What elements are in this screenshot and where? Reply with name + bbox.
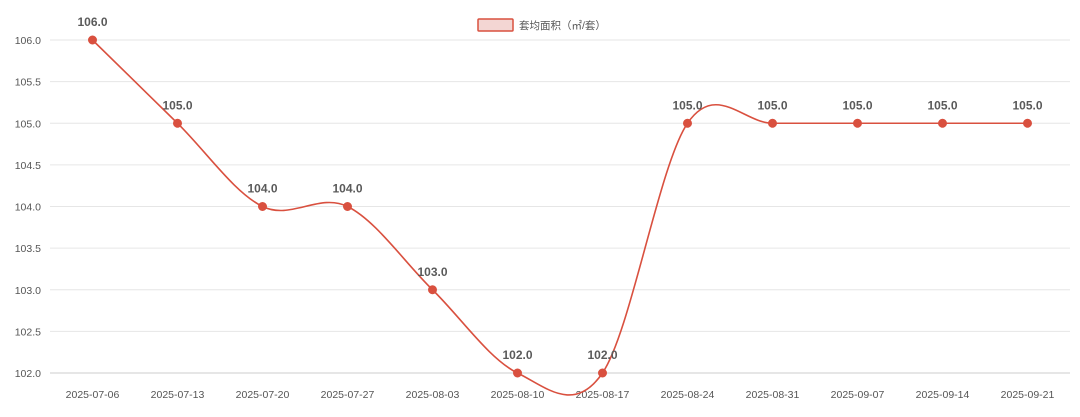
data-label: 105.0 [842, 98, 872, 112]
y-tick-label: 105.5 [15, 77, 41, 89]
data-point[interactable] [598, 368, 607, 378]
y-tick-label: 106.0 [15, 35, 41, 47]
data-point[interactable] [768, 118, 777, 128]
x-tick-label: 2025-09-07 [831, 389, 885, 401]
data-points [88, 35, 1032, 378]
data-point[interactable] [343, 202, 352, 211]
legend-swatch[interactable] [477, 18, 514, 32]
x-tick-label: 2025-07-20 [236, 389, 290, 401]
data-point[interactable] [853, 118, 862, 128]
data-point[interactable] [683, 118, 692, 128]
data-label: 105.0 [927, 98, 957, 112]
x-tick-label: 2025-08-31 [746, 389, 800, 401]
x-tick-label: 2025-08-17 [576, 389, 630, 401]
grid-lines [50, 39, 1070, 374]
data-label: 105.0 [672, 98, 702, 112]
y-tick-label: 102.5 [15, 326, 41, 338]
x-tick-label: 2025-07-27 [321, 389, 375, 401]
data-label: 105.0 [757, 98, 787, 112]
y-tick-label: 105.0 [15, 118, 41, 130]
series-line [91, 39, 1028, 396]
x-tick-label: 2025-08-24 [661, 389, 715, 401]
data-point[interactable] [258, 202, 267, 211]
y-axis-tick-labels: 102.0 102.5 103.0 103.5 104.0 104.5 105.0 105.5… [15, 35, 41, 380]
data-label: 105.0 [1012, 98, 1042, 112]
x-tick-label: 2025-08-10 [491, 389, 545, 401]
legend[interactable]: 套均面积（㎡/套） [477, 18, 606, 32]
data-point[interactable] [88, 35, 97, 45]
x-tick-label: 2025-07-13 [151, 389, 205, 401]
x-tick-label: 2025-08-03 [406, 389, 460, 401]
legend-label[interactable]: 套均面积（㎡/套） [519, 19, 606, 32]
data-point[interactable] [173, 118, 182, 128]
data-label: 103.0 [417, 265, 447, 279]
data-point[interactable] [428, 285, 437, 295]
data-point[interactable] [513, 368, 522, 378]
x-tick-label: 2025-09-14 [916, 389, 970, 401]
data-label: 105.0 [162, 98, 192, 112]
data-labels: 106.0 105.0 104.0 104.0 103.0 102.0 102.0 105.0… [77, 15, 1042, 362]
data-label: 102.0 [587, 348, 617, 362]
y-tick-label: 103.5 [15, 243, 41, 255]
y-tick-label: 103.0 [15, 285, 41, 297]
data-point[interactable] [938, 118, 947, 128]
data-label: 106.0 [77, 15, 107, 29]
x-axis-tick-labels: 2025-07-06 2025-07-13 2025-07-20 2025-07-27… [66, 389, 1055, 401]
x-tick-label: 2025-09-21 [1001, 389, 1055, 401]
y-tick-label: 104.5 [15, 160, 41, 172]
data-label: 104.0 [332, 182, 362, 196]
series-line-layer [91, 39, 1028, 396]
data-point[interactable] [1023, 118, 1032, 128]
y-tick-label: 104.0 [15, 202, 41, 214]
data-label: 104.0 [247, 182, 277, 196]
y-tick-label: 102.0 [15, 368, 41, 380]
x-tick-label: 2025-07-06 [66, 389, 120, 401]
data-label: 102.0 [502, 348, 532, 362]
